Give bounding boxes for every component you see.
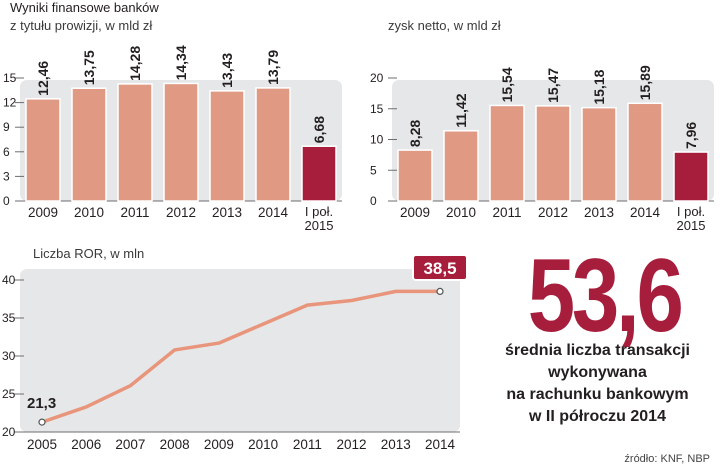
commission-chart-bar bbox=[25, 98, 61, 202]
profit-chart-bar bbox=[397, 149, 433, 202]
ror-chart-panel bbox=[20, 269, 460, 432]
ror-chart-x-label: 2005 bbox=[27, 437, 57, 452]
stat-description: średnia liczba transakcji wykonywana na … bbox=[490, 340, 705, 428]
stat-description-line-4: w II półroczu 2014 bbox=[529, 408, 666, 425]
commission-chart-x-label: 2011 bbox=[120, 205, 149, 220]
profit-chart-x-label: 2010 bbox=[446, 205, 476, 220]
profit-chart-bar bbox=[443, 130, 479, 202]
profit-chart-x-label: 2012 bbox=[538, 205, 568, 220]
profit-chart-ytick-label: 10 bbox=[370, 133, 384, 147]
profit-chart-x-label: 2014 bbox=[630, 205, 661, 220]
commission-chart-x-label: 2015 bbox=[305, 218, 334, 233]
commission-chart-bar bbox=[209, 90, 245, 202]
stat-value: 53,6 bbox=[527, 238, 684, 354]
commission-chart-x-label: I poł. bbox=[305, 204, 333, 219]
ror-chart-x-label: 2009 bbox=[204, 437, 234, 452]
ror-chart-start-label: 21,3 bbox=[27, 395, 56, 412]
commission-chart-ytick-label: 15 bbox=[3, 71, 17, 85]
commission-chart-bar bbox=[163, 82, 199, 202]
profit-chart-x-label: 2009 bbox=[400, 205, 430, 220]
profit-chart-bar bbox=[581, 106, 617, 202]
ror-chart-ytick-label: 20 bbox=[2, 425, 16, 439]
ror-chart-end-label-box bbox=[412, 254, 468, 281]
profit-chart-bar bbox=[627, 102, 663, 202]
ror-chart-ytick-label: 30 bbox=[2, 349, 16, 363]
commission-chart-value-label: 13,75 bbox=[81, 50, 97, 85]
commission-chart-ytick-label: 6 bbox=[3, 145, 10, 159]
profit-chart-x-label: 2013 bbox=[584, 205, 614, 220]
ror-chart-x-label: 2007 bbox=[115, 437, 145, 452]
profit-chart-ytick-label: 20 bbox=[370, 71, 384, 85]
profit-chart-ytick-label: 15 bbox=[370, 102, 384, 116]
profit-chart-value-label: 8,28 bbox=[407, 120, 423, 147]
stat-description-line-3: na rachunku bankowym bbox=[506, 386, 689, 403]
chart-title: Wyniki finansowe banków bbox=[10, 0, 159, 15]
stat-description-line-2: wykonywana bbox=[548, 364, 647, 381]
ror-chart-x-label: 2012 bbox=[337, 437, 367, 452]
commission-chart-value-label: 13,43 bbox=[219, 53, 235, 88]
chart2-subtitle: zysk netto, w mld zł bbox=[388, 18, 501, 33]
ror-chart-ytick-label: 25 bbox=[2, 387, 16, 401]
profit-chart-ytick-label: 0 bbox=[370, 194, 377, 208]
commission-chart-x-label: 2013 bbox=[212, 205, 242, 220]
commission-chart-x-label: 2012 bbox=[166, 205, 196, 220]
commission-chart-value-label: 13,79 bbox=[265, 50, 281, 85]
profit-chart-value-label: 15,47 bbox=[545, 68, 561, 103]
commission-chart-bar bbox=[255, 87, 291, 202]
ror-chart-ytick-label: 35 bbox=[2, 311, 16, 325]
ror-chart-x-label: 2006 bbox=[71, 437, 101, 452]
profit-chart-x-label: 2011 bbox=[492, 205, 521, 220]
commission-chart-x-label: 2010 bbox=[74, 205, 104, 220]
profit-chart-x-label: 2015 bbox=[677, 218, 706, 233]
commission-chart-value-label: 14,28 bbox=[127, 46, 143, 81]
ror-chart-x-label: 2013 bbox=[381, 437, 411, 452]
profit-chart-value-label: 11,42 bbox=[453, 93, 469, 127]
profit-chart-value-label: 7,96 bbox=[683, 122, 699, 149]
profit-chart-value-label: 15,89 bbox=[637, 65, 653, 100]
ror-chart-end-label: 38,5 bbox=[423, 259, 456, 278]
chart1-subtitle: z tytułu prowizji, w mld zł bbox=[10, 18, 153, 33]
ror-chart-ytick-label: 40 bbox=[2, 273, 16, 287]
commission-chart-ytick-label: 9 bbox=[3, 120, 10, 134]
commission-chart-ytick-label: 12 bbox=[3, 96, 17, 110]
profit-chart-value-label: 15,54 bbox=[499, 67, 515, 102]
source-note: źródło: KNF, NBP bbox=[624, 453, 710, 465]
ror-chart-x-label: 2011 bbox=[293, 437, 322, 452]
commission-chart-value-label: 6,68 bbox=[311, 116, 327, 143]
ror-chart-x-label: 2008 bbox=[160, 437, 190, 452]
commission-chart-x-label: 2014 bbox=[258, 205, 289, 220]
commission-chart-ytick-label: 0 bbox=[3, 194, 10, 208]
commission-chart-bar bbox=[301, 145, 337, 202]
profit-chart-bar bbox=[673, 151, 709, 202]
chart3-subtitle: Liczba ROR, w mln bbox=[33, 246, 145, 261]
ror-chart-start-point bbox=[38, 418, 46, 426]
profit-chart-ytick-label: 5 bbox=[370, 163, 377, 177]
ror-chart-x-label: 2014 bbox=[425, 437, 456, 452]
ror-chart-x-label: 2010 bbox=[248, 437, 278, 452]
profit-chart-x-label: I poł. bbox=[677, 204, 705, 219]
ror-chart-end-point bbox=[436, 287, 444, 295]
commission-chart-value-label: 14,34 bbox=[173, 45, 189, 80]
commission-chart-bar bbox=[71, 87, 107, 202]
commission-chart-ytick-label: 3 bbox=[3, 169, 10, 183]
ror-chart-series-line bbox=[40, 289, 442, 424]
commission-chart-x-label: 2009 bbox=[28, 205, 58, 220]
commission-chart-value-label: 12,46 bbox=[35, 61, 51, 96]
stat-description-line-1: średnia liczba transakcji bbox=[505, 342, 690, 359]
commission-chart-bar bbox=[117, 83, 153, 202]
profit-chart-value-label: 15,18 bbox=[591, 69, 607, 104]
profit-chart-bar bbox=[489, 104, 525, 202]
profit-chart-bar bbox=[535, 105, 571, 202]
